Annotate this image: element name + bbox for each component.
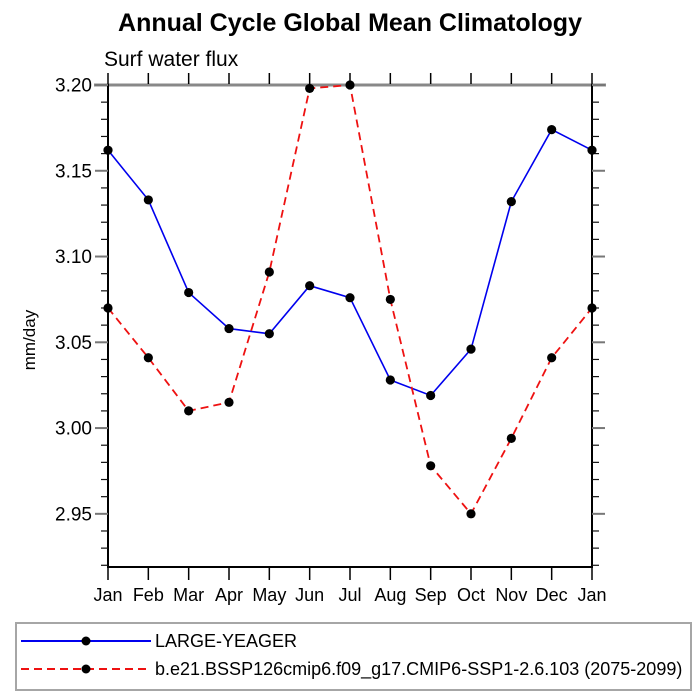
data-point-marker xyxy=(305,281,315,291)
legend-item-large-yeager: LARGE-YEAGER xyxy=(17,627,690,655)
legend-label: LARGE-YEAGER xyxy=(155,630,298,651)
data-point-marker xyxy=(184,406,194,416)
y-tick-label: 3.10 xyxy=(55,247,92,268)
data-point-marker xyxy=(426,390,436,401)
data-point-marker xyxy=(143,195,153,205)
data-point-marker xyxy=(345,293,355,303)
data-point-marker xyxy=(426,461,436,471)
data-point-marker xyxy=(385,375,395,385)
x-tick-label: Feb xyxy=(133,585,164,605)
x-tick-label: Dec xyxy=(536,585,568,605)
data-point-marker xyxy=(103,303,113,313)
y-tick-label: 3.15 xyxy=(55,161,92,182)
data-point-marker xyxy=(466,509,476,519)
data-point-marker xyxy=(587,303,597,313)
data-point-marker xyxy=(224,397,234,407)
data-point-marker xyxy=(547,124,557,135)
data-point-marker xyxy=(345,80,355,90)
data-point-marker xyxy=(466,344,476,354)
legend-line-sample-solid xyxy=(21,636,151,646)
x-tick-label: Aug xyxy=(374,585,406,605)
data-point-marker xyxy=(305,83,315,94)
y-tick-label: 3.05 xyxy=(55,333,92,354)
y-tick-label: 2.95 xyxy=(55,504,92,525)
legend-item-model-run: b.e21.BSSP126cmip6.f09_g17.CMIP6-SSP1-2.… xyxy=(17,655,690,683)
data-point-marker xyxy=(506,197,516,207)
x-tick-label: Jan xyxy=(577,585,606,605)
x-tick-label: Mar xyxy=(173,585,204,605)
data-point-marker xyxy=(264,329,274,339)
legend-line-sample-dashed xyxy=(21,664,151,674)
x-tick-label: May xyxy=(252,585,286,605)
series-line-0 xyxy=(107,128,593,397)
x-tick-label: Oct xyxy=(457,585,485,605)
y-tick-label: 3.00 xyxy=(55,419,92,440)
legend-marker-dot xyxy=(81,664,91,674)
data-point-marker xyxy=(587,145,597,155)
data-point-marker xyxy=(547,353,557,363)
chart-title: Annual Cycle Global Mean Climatology xyxy=(118,9,582,37)
legend-label: b.e21.BSSP126cmip6.f09_g17.CMIP6-SSP1-2.… xyxy=(155,658,683,679)
x-tick-label: Nov xyxy=(495,585,527,605)
data-point-marker xyxy=(264,267,274,277)
data-point-marker xyxy=(224,323,234,334)
plot-area: Jan Feb Mar Apr May Jun Jul Aug Sep Oct Nov Dec Jan 3… xyxy=(55,73,607,605)
legend-marker-dot xyxy=(81,636,91,646)
x-tick-label: Jun xyxy=(295,585,324,605)
legend: LARGE-YEAGER b.e21.BSSP126cmip6.f09_g17.… xyxy=(15,622,692,691)
chart-subtitle: Surf water flux xyxy=(104,48,239,71)
x-tick-label: Sep xyxy=(415,585,447,605)
x-tick-label: Jan xyxy=(93,585,122,605)
y-tick-label: 3.20 xyxy=(55,76,92,97)
data-point-marker xyxy=(506,433,516,443)
data-point-marker xyxy=(184,287,194,298)
data-point-marker xyxy=(143,353,153,363)
x-tick-label: Apr xyxy=(215,585,243,605)
x-tick-label: Jul xyxy=(338,585,361,605)
data-point-marker xyxy=(385,294,395,305)
data-point-marker xyxy=(103,145,113,155)
